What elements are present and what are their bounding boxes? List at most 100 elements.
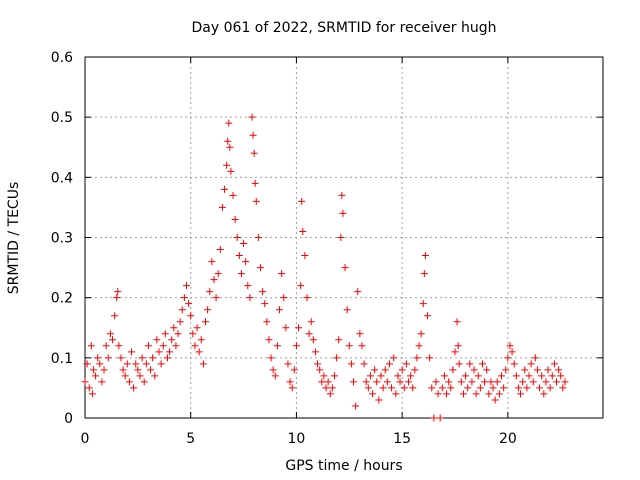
- data-point: [244, 282, 252, 290]
- data-point: [114, 288, 122, 296]
- data-point: [297, 282, 305, 290]
- data-point: [138, 354, 146, 362]
- data-point: [223, 161, 231, 169]
- data-point: [510, 360, 518, 368]
- data-point: [292, 342, 300, 350]
- data-point: [338, 191, 346, 199]
- data-point: [166, 348, 174, 356]
- data-point: [413, 354, 421, 362]
- data-point: [178, 306, 186, 314]
- data-point: [210, 276, 218, 284]
- data-point: [470, 366, 478, 374]
- data-point: [398, 366, 406, 374]
- data-point: [383, 378, 391, 386]
- data-point: [159, 342, 167, 350]
- data-point: [454, 342, 462, 350]
- data-point: [318, 378, 326, 386]
- data-point: [282, 324, 290, 332]
- x-tick-label: 20: [499, 431, 517, 447]
- y-tick-label: 0.6: [51, 50, 73, 66]
- data-point: [504, 354, 512, 362]
- data-point: [548, 372, 556, 380]
- data-point: [517, 390, 525, 398]
- data-point: [214, 270, 222, 278]
- data-point: [506, 342, 514, 350]
- data-point: [421, 252, 429, 260]
- y-tick-label: 0.4: [51, 170, 73, 186]
- data-point: [256, 264, 264, 272]
- data-point: [89, 366, 97, 374]
- data-point: [514, 384, 522, 392]
- data-point: [280, 294, 288, 302]
- data-point: [206, 288, 214, 296]
- data-point: [356, 330, 364, 338]
- data-point: [354, 288, 362, 296]
- data-point: [483, 366, 491, 374]
- data-point: [512, 372, 520, 380]
- data-point: [424, 312, 432, 320]
- data-point: [311, 348, 319, 356]
- data-point: [216, 246, 224, 254]
- data-point: [544, 366, 552, 374]
- data-point: [174, 330, 182, 338]
- data-point: [144, 342, 152, 350]
- data-point: [248, 113, 256, 121]
- data-point: [225, 119, 233, 127]
- data-point: [163, 354, 171, 362]
- data-point: [328, 384, 336, 392]
- data-point: [263, 318, 271, 326]
- data-point: [218, 203, 226, 211]
- data-point: [411, 366, 419, 374]
- data-point: [295, 324, 303, 332]
- data-point: [303, 294, 311, 302]
- data-point: [552, 378, 560, 386]
- x-tick-label: 5: [186, 431, 195, 447]
- data-point: [447, 384, 455, 392]
- data-point: [498, 372, 506, 380]
- data-point: [276, 306, 284, 314]
- data-point: [246, 294, 254, 302]
- y-tick-label: 0.3: [51, 231, 73, 247]
- data-point: [407, 372, 415, 380]
- data-point: [106, 330, 114, 338]
- data-point: [261, 300, 269, 308]
- data-point: [540, 390, 548, 398]
- data-point: [561, 378, 569, 386]
- data-point: [495, 390, 503, 398]
- data-point: [326, 390, 334, 398]
- data-point: [430, 414, 438, 422]
- data-point: [233, 234, 241, 241]
- data-point: [229, 191, 237, 199]
- data-point: [478, 360, 486, 368]
- data-point: [426, 354, 434, 362]
- data-point: [341, 264, 349, 272]
- data-point: [508, 348, 516, 356]
- data-point: [377, 372, 385, 380]
- data-point: [155, 348, 163, 356]
- data-point: [375, 396, 383, 404]
- data-point: [227, 167, 235, 175]
- data-point: [394, 372, 402, 380]
- data-point: [204, 306, 212, 314]
- axis-ticks: [84, 56, 603, 419]
- data-point: [525, 372, 533, 380]
- data-point: [251, 179, 259, 187]
- y-tick-label: 0.1: [51, 351, 73, 367]
- data-point: [284, 360, 292, 368]
- data-point: [337, 234, 345, 241]
- y-tick-label: 0.5: [51, 110, 73, 126]
- data-point: [142, 360, 150, 368]
- data-point: [464, 384, 472, 392]
- data-point: [314, 360, 322, 368]
- data-point: [523, 384, 531, 392]
- data-point: [371, 366, 379, 374]
- data-point: [100, 366, 108, 374]
- data-point: [445, 378, 453, 386]
- data-point: [536, 384, 544, 392]
- data-point: [521, 366, 529, 374]
- data-point: [249, 131, 257, 139]
- data-point: [419, 300, 427, 308]
- data-point: [453, 318, 461, 326]
- data-point: [269, 366, 277, 374]
- data-point: [199, 360, 207, 368]
